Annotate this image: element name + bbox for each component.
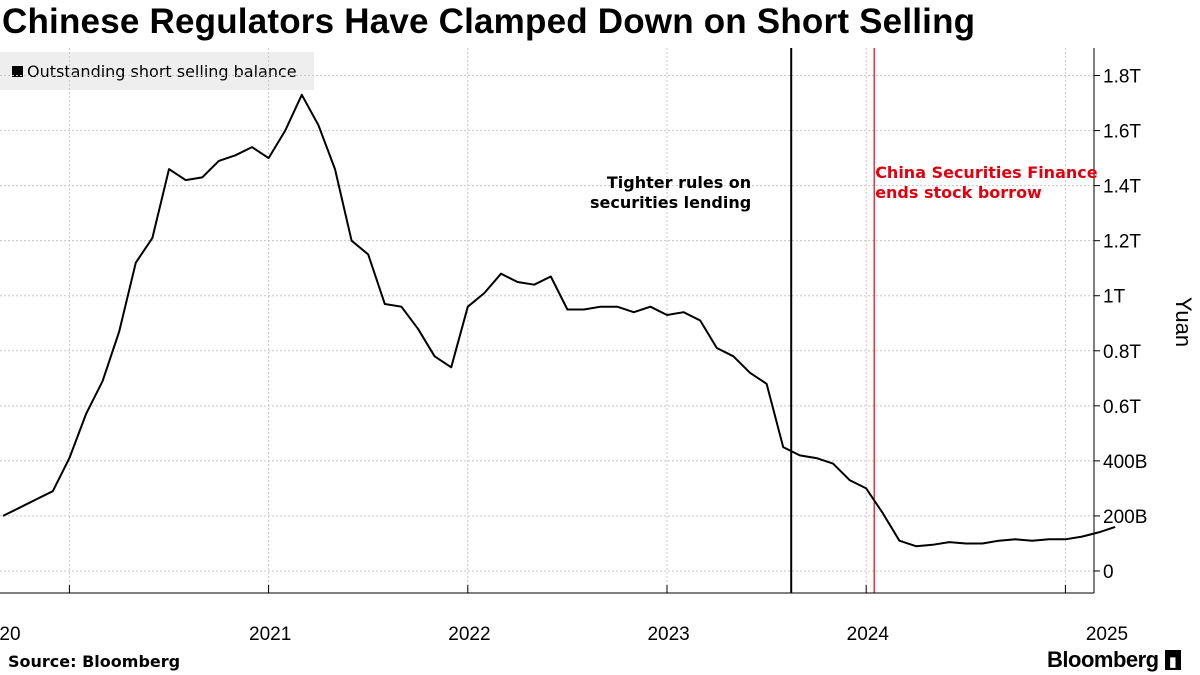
annotation-text: China Securities Finance (875, 163, 1098, 182)
annotation-text: ends stock borrow (875, 183, 1042, 202)
x-tick-label: 2021 (249, 624, 291, 640)
x-tick-label: 2022 (448, 624, 490, 640)
y-tick-label: 0.8T (1103, 342, 1141, 363)
bloomberg-logo: Bloomberg ▮ (1047, 647, 1181, 673)
y-tick-label: 1T (1103, 287, 1126, 308)
y-tick-label: 1.2T (1103, 232, 1141, 253)
y-tick-label: 200B (1103, 507, 1147, 528)
y-axis-label: Yuan (1171, 297, 1196, 347)
y-tick-label: 0 (1103, 562, 1114, 583)
x-tick-label: 2023 (647, 624, 689, 640)
source-note: Source: Bloomberg (8, 652, 181, 671)
y-tick-label: 0.6T (1103, 397, 1141, 418)
y-tick-label: 400B (1103, 452, 1147, 473)
y-tick-label: 1.4T (1103, 177, 1141, 198)
annotation-text: Tighter rules on (607, 173, 751, 192)
legend: Outstanding short selling balance (0, 52, 314, 90)
brand-name: Bloomberg (1047, 647, 1159, 672)
legend-swatch (12, 65, 23, 77)
y-tick-label: 1.8T (1103, 67, 1141, 88)
y-tick-label: 1.6T (1103, 122, 1141, 143)
series-line-short-selling-balance (2, 93, 1116, 548)
annotation-text: securities lending (590, 193, 751, 212)
chart-title: Chinese Regulators Have Clamped Down on … (2, 2, 976, 41)
line-chart: 0 200B 400B 0.6T 0.8T 1T 1.2T 1.4T 1.6T 1.8T 20 20 2… (0, 48, 1196, 640)
x-tick-label: 2024 (847, 624, 890, 640)
bloomberg-terminal-icon: ▮ (1164, 650, 1181, 670)
x-tick-label: 2025 (1086, 624, 1128, 640)
